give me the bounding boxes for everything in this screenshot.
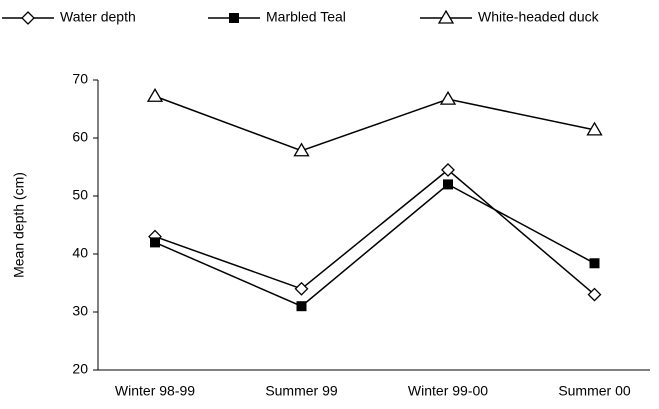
legend-label: Marbled Teal xyxy=(266,9,346,25)
y-axis-label: Mean depth (cm) xyxy=(11,172,27,278)
marker xyxy=(294,281,309,296)
marker xyxy=(296,301,307,312)
y-tick-label: 70 xyxy=(72,71,88,87)
marker xyxy=(586,121,603,136)
marker xyxy=(21,11,35,25)
series-line xyxy=(154,95,595,152)
x-tick-label: Winter 98-99 xyxy=(115,383,195,399)
marker xyxy=(293,142,310,157)
y-tick-label: 40 xyxy=(72,245,88,261)
y-tick-label: 30 xyxy=(72,303,88,319)
x-tick-label: Winter 99-00 xyxy=(408,383,488,399)
marker xyxy=(443,179,453,190)
x-tick-label: Summer 99 xyxy=(265,383,338,399)
marker xyxy=(146,87,164,102)
marker xyxy=(587,287,602,302)
marker xyxy=(441,162,455,177)
marker xyxy=(589,258,600,269)
y-tick-label: 50 xyxy=(72,187,88,203)
marker xyxy=(439,90,457,105)
legend-label: White-headed duck xyxy=(478,9,600,25)
y-tick-label: 20 xyxy=(72,361,88,377)
y-tick-label: 60 xyxy=(72,129,88,145)
series-line xyxy=(154,183,595,308)
marker xyxy=(437,9,455,24)
x-tick-label: Summer 00 xyxy=(558,383,631,399)
marker xyxy=(229,13,239,23)
marker xyxy=(150,237,160,248)
series-line xyxy=(154,168,595,296)
legend-label: Water depth xyxy=(60,9,136,25)
